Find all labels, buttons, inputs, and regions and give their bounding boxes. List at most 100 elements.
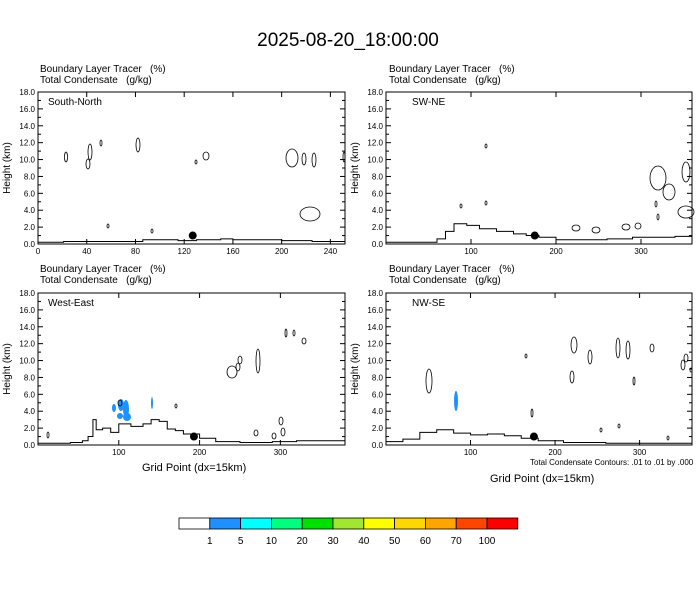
condensate-contour xyxy=(569,370,575,384)
colorbar-label: 10 xyxy=(265,536,277,547)
condensate-contour xyxy=(683,353,689,363)
y-tick-label: 16.0 xyxy=(367,306,383,315)
x-tick-label: 300 xyxy=(633,448,647,457)
condensate-contour xyxy=(680,359,686,371)
y-tick-label: 0.0 xyxy=(372,240,384,249)
condensate-contour xyxy=(46,431,50,439)
condensate-contour xyxy=(484,200,488,206)
y-axis-label: Height (km) xyxy=(350,343,361,395)
x-tick-label: 160 xyxy=(226,247,240,256)
y-tick-label: 12.0 xyxy=(19,139,35,148)
x-tick-label: 100 xyxy=(464,247,478,256)
terrain-line xyxy=(386,429,692,444)
condensate-contour xyxy=(649,165,667,191)
header-tracer-label: Boundary Layer Tracer (%) xyxy=(40,64,166,75)
condensate-contour xyxy=(656,213,660,221)
x-tick-label: 100 xyxy=(464,448,478,457)
location-marker xyxy=(530,231,539,240)
condensate-contour xyxy=(625,340,631,360)
condensate-contour xyxy=(292,329,296,337)
y-tick-label: 12.0 xyxy=(19,340,35,349)
y-tick-label: 2.0 xyxy=(24,424,36,433)
terrain-line xyxy=(38,419,345,444)
plot-frame xyxy=(37,292,346,446)
colorbar-label: 20 xyxy=(296,536,308,547)
y-tick-label: 4.0 xyxy=(372,407,384,416)
x-tick-label: 80 xyxy=(131,247,140,256)
terrain-line xyxy=(38,238,345,243)
colorbar-swatch xyxy=(424,517,457,530)
condensate-contour xyxy=(615,337,621,359)
condensate-contour xyxy=(299,206,321,222)
y-tick-label: 8.0 xyxy=(24,172,36,181)
x-tick-label: 120 xyxy=(178,247,192,256)
colorbar-swatch xyxy=(363,517,395,530)
condensate-contour xyxy=(459,203,463,209)
y-tick-label: 10.0 xyxy=(367,156,383,165)
condensate-contour xyxy=(284,328,288,338)
y-tick-label: 16.0 xyxy=(19,306,35,315)
colorbar-label: 30 xyxy=(327,536,339,547)
panel-header-sw-ne: Boundary Layer Tracer (%) Total Condensa… xyxy=(389,64,515,86)
colorbar-swatch xyxy=(270,517,303,530)
y-tick-label: 14.0 xyxy=(19,323,35,332)
tracer-blob xyxy=(123,413,131,421)
x-tick-label: 240 xyxy=(324,247,338,256)
condensate-contour xyxy=(654,200,658,208)
y-tick-label: 10.0 xyxy=(367,357,383,366)
condensate-contour xyxy=(599,427,603,433)
tracer-blob xyxy=(454,391,458,411)
location-marker xyxy=(189,432,198,441)
y-tick-label: 4.0 xyxy=(24,206,36,215)
y-tick-label: 10.0 xyxy=(19,156,35,165)
condensate-contour xyxy=(285,148,299,168)
colorbar-label: 5 xyxy=(237,536,244,547)
panel-sw-ne: 0.0 2.0 4.0 6.0 8.0 10.0 12.0 14.0 16.0 18.0 100 20… xyxy=(350,88,695,256)
panel-west-east: 0.0 2.0 4.0 6.0 8.0 10.0 12.0 14.0 16.0 18.0 100 20… xyxy=(2,289,346,457)
condensate-contour xyxy=(342,151,346,163)
condensate-contour xyxy=(689,367,693,373)
y-tick-label: 2.0 xyxy=(372,223,384,232)
panel-label: West-East xyxy=(48,298,94,309)
condensate-contour xyxy=(301,152,307,166)
x-tick-label: 200 xyxy=(275,247,289,256)
condensate-contour xyxy=(226,365,238,379)
colorbar-label: 40 xyxy=(358,536,370,547)
colorbar-swatch xyxy=(178,517,211,530)
y-tick-label: 18.0 xyxy=(19,289,35,298)
location-marker xyxy=(529,432,538,441)
panel-nw-se: 0.0 2.0 4.0 6.0 8.0 10.0 12.0 14.0 16.0 18.0 100 20… xyxy=(350,289,693,457)
condensate-contour xyxy=(237,355,243,365)
y-tick-label: 8.0 xyxy=(372,373,384,382)
condensate-contour xyxy=(150,228,154,234)
y-tick-label: 6.0 xyxy=(372,189,384,198)
panel-label: SW-NE xyxy=(412,97,445,108)
chart-title: 2025-08-20_18:00:00 xyxy=(257,30,439,51)
y-tick-label: 14.0 xyxy=(19,122,35,131)
y-axis-label: Height (km) xyxy=(2,343,13,395)
y-axis-label: Height (km) xyxy=(2,142,13,194)
condensate-contour xyxy=(135,137,141,153)
x-tick-label: 300 xyxy=(274,448,288,457)
y-tick-label: 2.0 xyxy=(372,424,384,433)
x-tick-label: 0 xyxy=(36,247,41,256)
y-tick-label: 10.0 xyxy=(19,357,35,366)
x-axis-label-nw-se: Grid Point (dx=15km) xyxy=(490,473,595,485)
contour-footnote: Total Condensate Contours: .01 to .01 by… xyxy=(530,458,694,467)
y-tick-label: 6.0 xyxy=(24,390,36,399)
plot-frame xyxy=(385,292,693,446)
x-tick-label: 200 xyxy=(549,247,563,256)
y-tick-label: 0.0 xyxy=(372,441,384,450)
header-condensate-label: Total Condensate (g/kg) xyxy=(40,75,152,86)
location-marker xyxy=(188,231,197,240)
colorbar-label: 50 xyxy=(389,536,401,547)
y-tick-label: 6.0 xyxy=(24,189,36,198)
y-tick-label: 14.0 xyxy=(367,122,383,131)
x-tick-label: 300 xyxy=(634,247,648,256)
x-tick-label: 40 xyxy=(82,247,91,256)
condensate-contour xyxy=(617,423,621,429)
condensate-contour xyxy=(194,159,198,165)
y-tick-label: 4.0 xyxy=(372,206,384,215)
condensate-contour xyxy=(174,403,178,409)
y-tick-label: 8.0 xyxy=(372,172,384,181)
